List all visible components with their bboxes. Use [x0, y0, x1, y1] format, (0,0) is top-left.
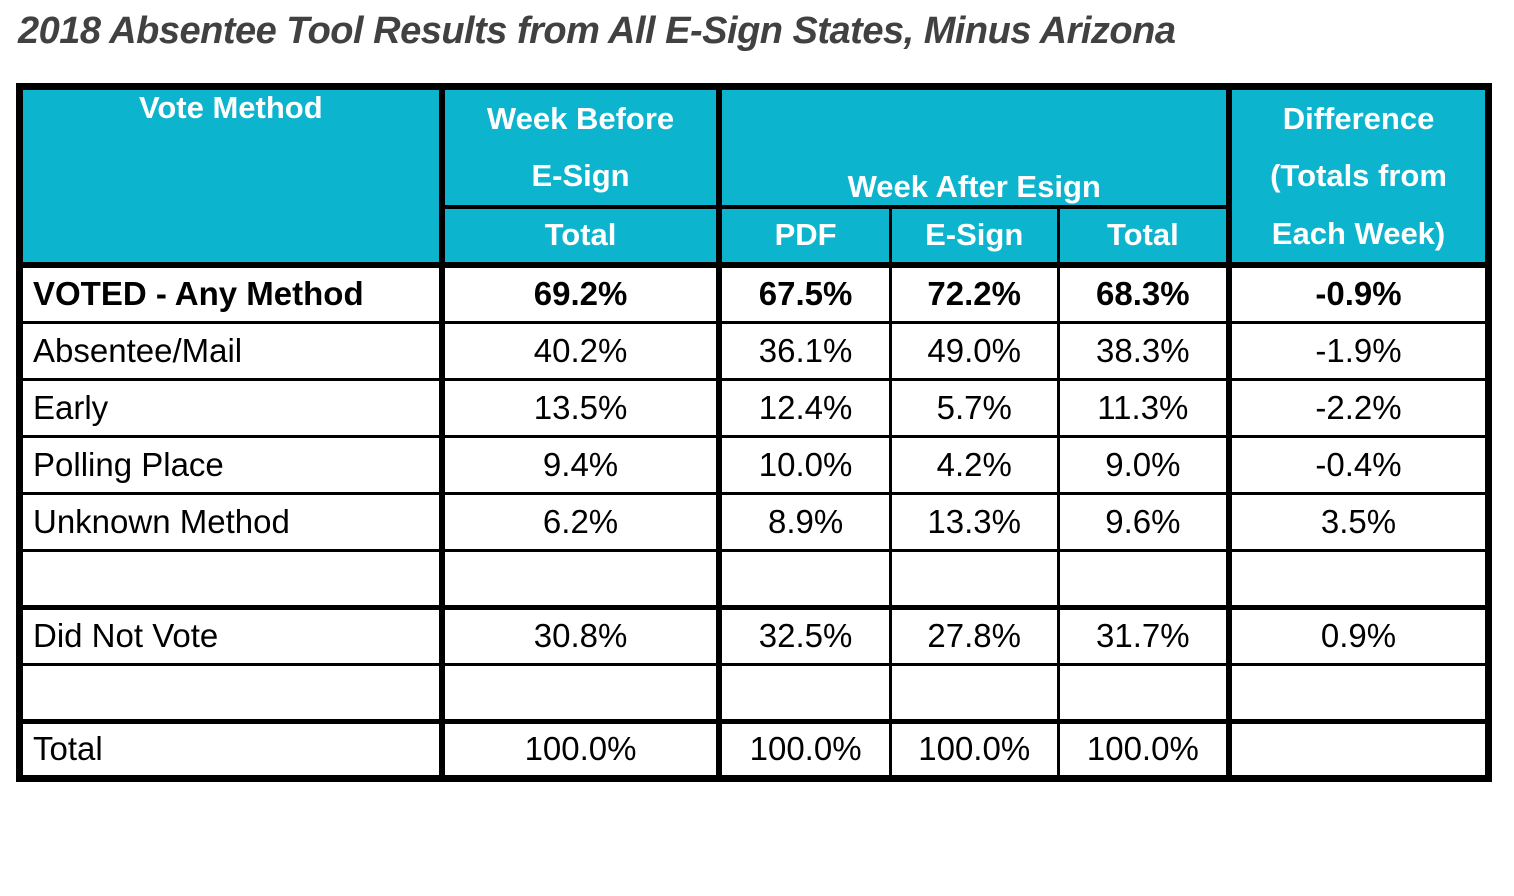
data-cell: 100.0% — [1056, 718, 1233, 780]
page-title: 2018 Absentee Tool Results from All E-Si… — [18, 10, 1176, 52]
data-cell: -2.2% — [1227, 377, 1491, 438]
data-cell — [717, 662, 892, 723]
row-label: Unknown Method — [17, 491, 445, 552]
data-cell: 3.5% — [1227, 491, 1491, 552]
header-week-before-line1: Week Before — [486, 101, 675, 137]
data-cell — [1056, 662, 1233, 723]
table-header: Vote Method Week Before E-Sign Week Afte… — [17, 84, 1491, 269]
data-cell: 100.0% — [440, 718, 723, 780]
table-row-voted-any-method: VOTED - Any Method 69.2% 67.5% 72.2% 68.… — [17, 263, 1491, 324]
table-row-empty — [17, 548, 1491, 609]
row-label: Total — [17, 718, 445, 780]
data-cell: 9.4% — [440, 434, 723, 495]
data-cell: -0.9% — [1227, 263, 1491, 324]
data-cell: 13.5% — [440, 377, 723, 438]
data-cell — [1227, 548, 1491, 609]
data-cell: 12.4% — [717, 377, 892, 438]
data-cell: 8.9% — [717, 491, 892, 552]
data-cell: 72.2% — [888, 263, 1060, 324]
data-cell: 31.7% — [1056, 604, 1233, 666]
data-cell — [1227, 662, 1491, 723]
data-cell: 6.2% — [440, 491, 723, 552]
data-cell: 9.6% — [1056, 491, 1233, 552]
data-cell: 11.3% — [1056, 377, 1233, 438]
data-cell: 9.0% — [1056, 434, 1233, 495]
subheader-week-before-total: Total — [440, 205, 723, 269]
data-cell: 67.5% — [717, 263, 892, 324]
data-cell: 100.0% — [717, 718, 892, 780]
data-cell: -1.9% — [1227, 320, 1491, 381]
row-label: Polling Place — [17, 434, 445, 495]
header-difference-line1: Difference — [1282, 101, 1435, 136]
table-row-unknown-method: Unknown Method 6.2% 8.9% 13.3% 9.6% 3.5% — [17, 491, 1491, 552]
data-cell: 10.0% — [717, 434, 892, 495]
header-difference-line3: Each Week) — [1271, 215, 1446, 251]
data-cell: 100.0% — [888, 718, 1060, 780]
header-week-before-line2: E-Sign — [531, 158, 630, 194]
data-cell — [888, 548, 1060, 609]
row-label: Absentee/Mail — [17, 320, 445, 381]
header-row-top: Vote Method Week Before E-Sign Week Afte… — [17, 84, 1491, 269]
data-cell: -0.4% — [1227, 434, 1491, 495]
data-cell: 13.3% — [888, 491, 1060, 552]
data-cell: 0.9% — [1227, 604, 1491, 666]
header-difference-line2: (Totals from — [1270, 158, 1447, 194]
header-week-before-esign: Week Before E-Sign — [440, 84, 723, 209]
subheader-esign: E-Sign — [888, 205, 1060, 269]
subheader-week-after-total: Total — [1056, 205, 1233, 269]
data-cell: 69.2% — [440, 263, 723, 324]
data-cell: 5.7% — [888, 377, 1060, 438]
table-body: VOTED - Any Method 69.2% 67.5% 72.2% 68.… — [17, 263, 1491, 780]
table-row-absentee-mail: Absentee/Mail 40.2% 36.1% 49.0% 38.3% -1… — [17, 320, 1491, 381]
data-cell — [1227, 718, 1491, 780]
row-label — [17, 662, 445, 723]
data-cell: 4.2% — [888, 434, 1060, 495]
table-row-polling-place: Polling Place 9.4% 10.0% 4.2% 9.0% -0.4% — [17, 434, 1491, 495]
data-cell: 30.8% — [440, 604, 723, 666]
subheader-pdf: PDF — [717, 205, 892, 269]
table-row-did-not-vote: Did Not Vote 30.8% 32.5% 27.8% 31.7% 0.9… — [17, 604, 1491, 666]
table-row-total: Total 100.0% 100.0% 100.0% 100.0% — [17, 718, 1491, 780]
data-cell — [440, 662, 723, 723]
data-cell: 32.5% — [717, 604, 892, 666]
row-label: Did Not Vote — [17, 604, 445, 666]
header-row-sub: Total PDF E-Sign Total — [20, 205, 1489, 269]
table-row-empty — [17, 662, 1491, 723]
data-cell — [717, 548, 892, 609]
header-difference: Difference (Totals from Each Week) — [1227, 85, 1491, 269]
header-week-after-esign: Week After Esign — [717, 84, 1233, 209]
data-cell — [1056, 548, 1233, 609]
row-label: Early — [17, 377, 445, 438]
data-cell: 27.8% — [888, 604, 1060, 666]
row-label: VOTED - Any Method — [17, 263, 445, 324]
data-cell — [888, 662, 1060, 723]
results-table: Vote Method Week Before E-Sign Week Afte… — [16, 83, 1492, 782]
data-cell: 68.3% — [1056, 263, 1233, 324]
data-cell: 49.0% — [888, 320, 1060, 381]
data-cell: 40.2% — [440, 320, 723, 381]
data-cell: 38.3% — [1056, 320, 1233, 381]
table-row-early: Early 13.5% 12.4% 5.7% 11.3% -2.2% — [17, 377, 1491, 438]
header-vote-method: Vote Method — [17, 85, 445, 269]
row-label — [17, 548, 445, 609]
data-cell: 36.1% — [717, 320, 892, 381]
data-cell — [440, 548, 723, 609]
